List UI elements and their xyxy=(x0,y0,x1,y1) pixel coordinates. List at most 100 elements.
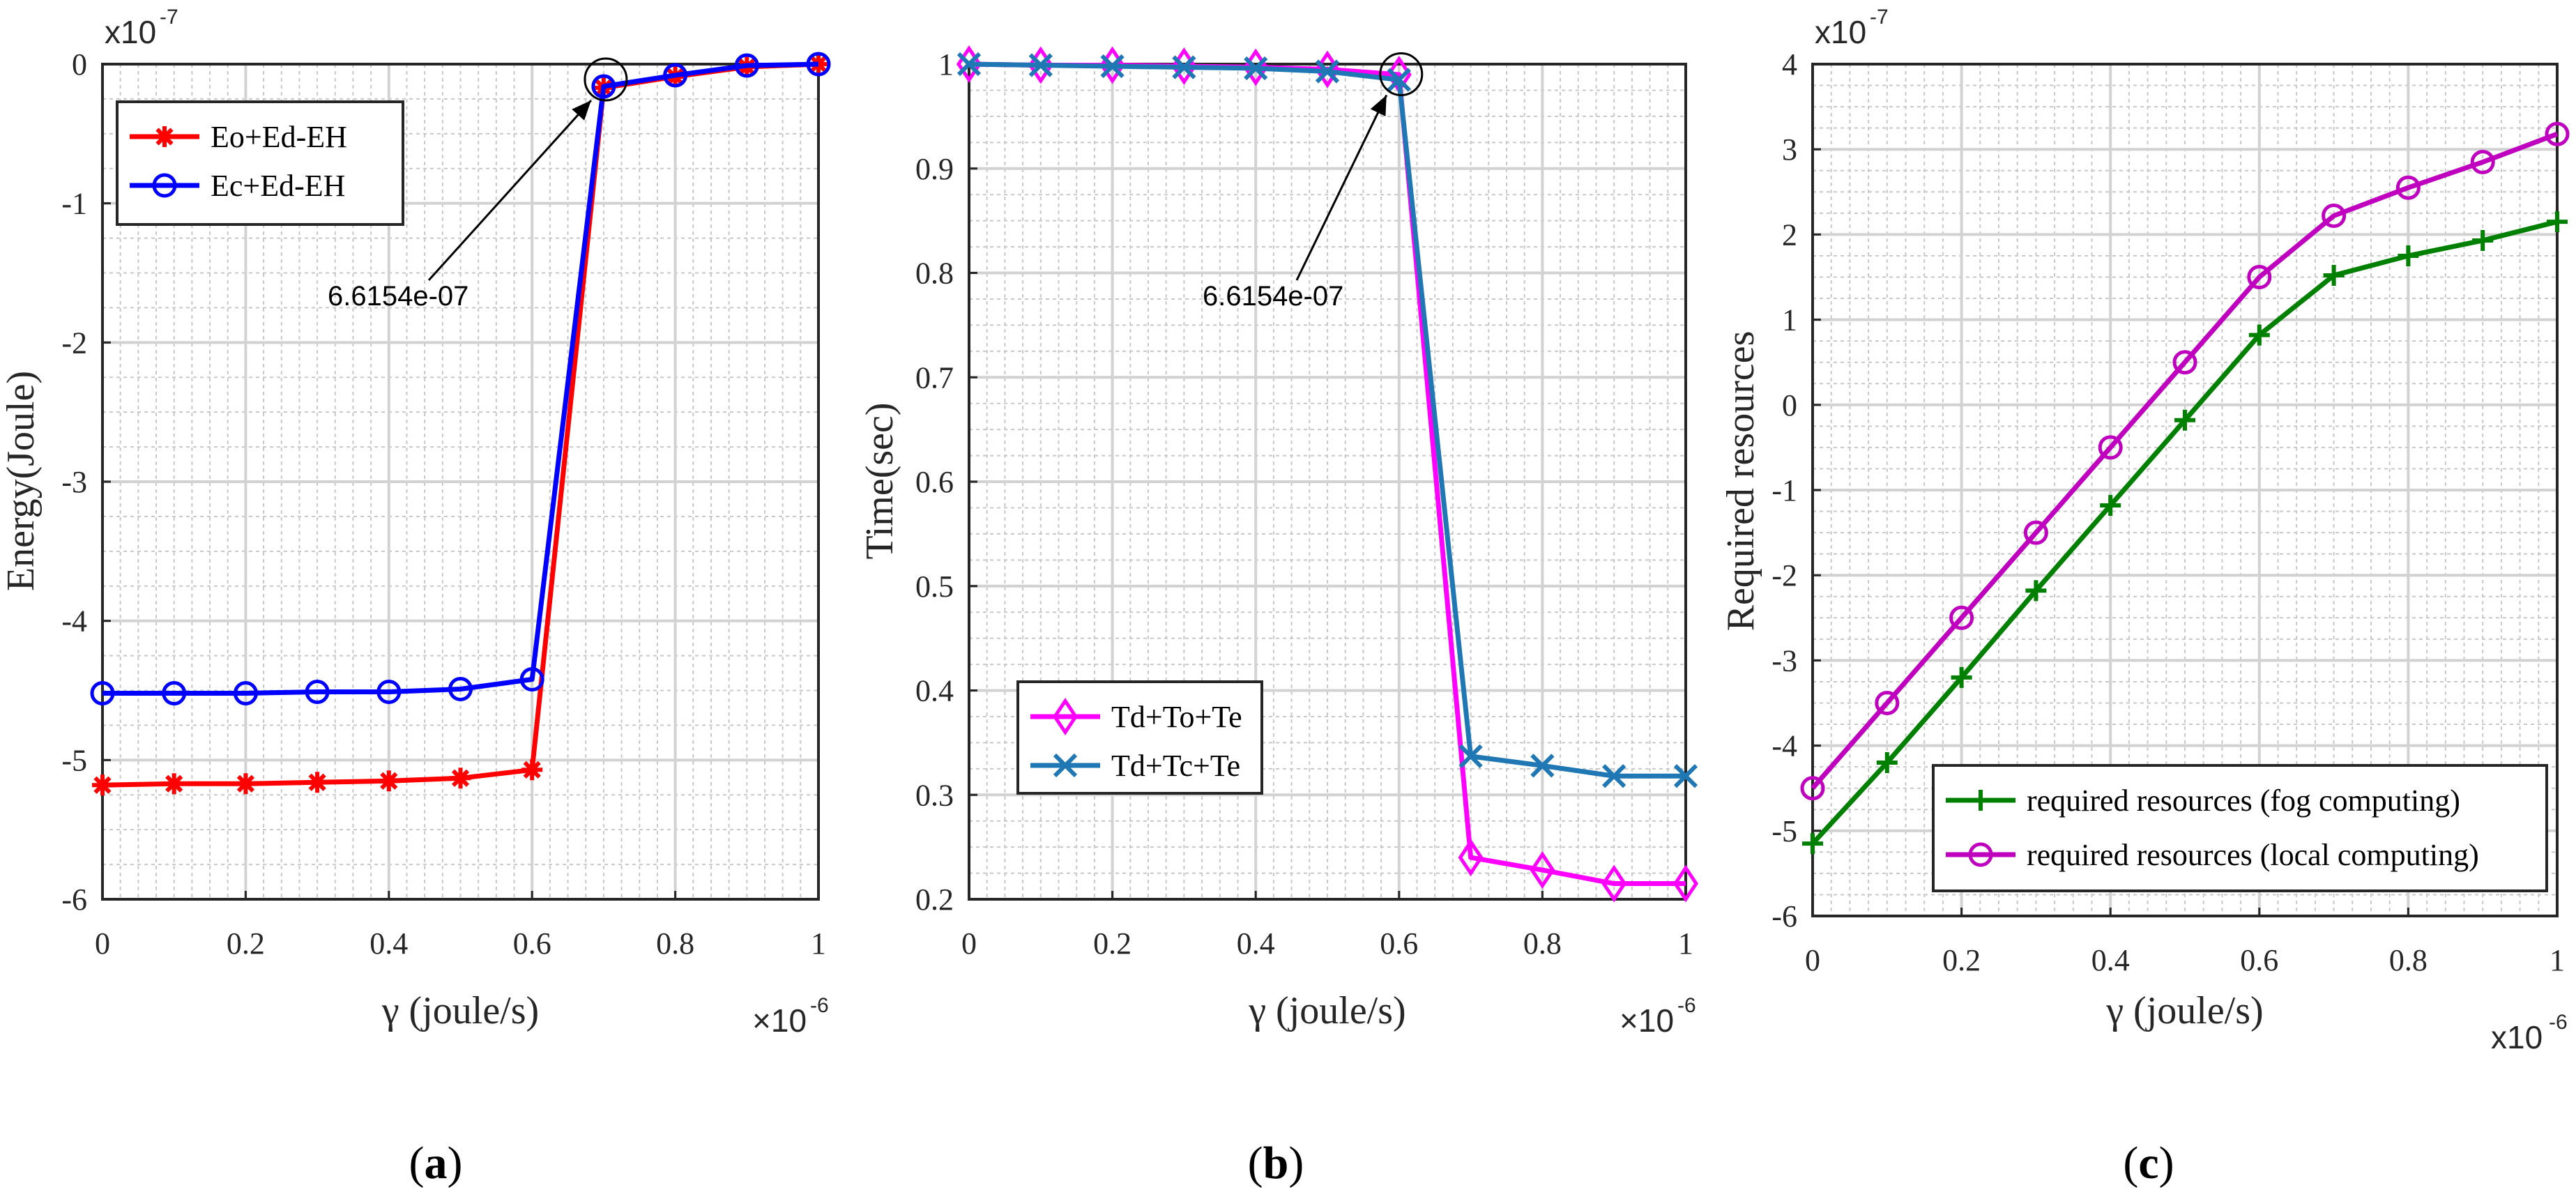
annotation: 6.6154e-07 xyxy=(1203,52,1424,312)
panel-caption: (a) xyxy=(409,1138,463,1189)
x-multiplier: x10 xyxy=(2491,1019,2543,1055)
y-tick-label: 0.3 xyxy=(915,778,954,812)
x-axis-label: γ (joule/s) xyxy=(2105,989,2263,1032)
x-tick-label: 0.2 xyxy=(1942,943,1981,977)
legend-box xyxy=(1932,764,2548,892)
x-tick-label: 0.8 xyxy=(2389,943,2428,977)
data-point-marker xyxy=(2322,204,2347,229)
data-point-marker xyxy=(1100,54,1125,79)
x-multiplier-exponent: -6 xyxy=(2549,1011,2568,1034)
data-point-marker xyxy=(2545,121,2570,146)
data-point-marker xyxy=(2472,229,2494,251)
legend-entry-label: Td+Tc+Te xyxy=(1111,749,1240,783)
data-point-marker xyxy=(1028,53,1053,77)
y-tick-label: 0 xyxy=(72,47,87,82)
x-tick-label: 0.4 xyxy=(1237,926,1275,961)
data-point-marker xyxy=(2172,350,2197,375)
y-multiplier-exponent: -7 xyxy=(1870,6,1889,29)
y-axis-label: Energy(Joule) xyxy=(0,371,43,591)
data-point-marker xyxy=(2323,265,2345,287)
y-tick-label: 0 xyxy=(1782,388,1797,422)
data-point-marker xyxy=(2025,580,2047,602)
data-point-marker xyxy=(163,773,185,795)
data-point-marker xyxy=(2547,211,2568,233)
annotation-arrow-line xyxy=(427,99,593,282)
legend: Td+To+Te Td+Tc+Te xyxy=(1016,680,1263,795)
data-point-marker xyxy=(1458,839,1484,877)
data-point-marker xyxy=(1673,764,1698,788)
annotation-circle xyxy=(584,57,628,102)
legend-swatch-marker xyxy=(154,126,175,147)
series-required-resources-local-computing- xyxy=(1800,121,2570,801)
y-tick-label: -2 xyxy=(61,326,87,360)
y-tick-label: 0.7 xyxy=(915,360,954,395)
y-multiplier: x10 xyxy=(105,14,156,50)
legend-swatch-marker xyxy=(1968,842,1993,867)
x-axis-label: γ (joule/s) xyxy=(381,989,539,1032)
data-point-marker xyxy=(957,52,982,77)
x-tick-label: 0.6 xyxy=(1380,926,1418,961)
data-point-marker xyxy=(2470,150,2495,175)
y-tick-label: -5 xyxy=(1771,814,1797,848)
legend: required resources (fog computing) requir… xyxy=(1932,764,2548,892)
data-point-marker xyxy=(2098,435,2123,460)
annotation-text: 6.6154e-07 xyxy=(328,281,468,312)
data-point-marker xyxy=(1951,666,1972,688)
x-tick-label: 1 xyxy=(2550,943,2565,977)
x-tick-label: 0.6 xyxy=(513,926,551,961)
x-axis-label: γ (joule/s) xyxy=(1248,989,1405,1032)
x-multiplier-exponent: -6 xyxy=(1677,994,1696,1017)
y-tick-label: -6 xyxy=(61,883,87,917)
y-tick-label: 0.5 xyxy=(915,570,954,604)
data-point-marker xyxy=(450,767,471,789)
y-tick-label: -2 xyxy=(1771,558,1797,593)
legend-swatch-marker xyxy=(1970,790,1991,811)
data-point-marker xyxy=(92,774,113,796)
data-point-marker xyxy=(448,677,473,702)
data-point-marker xyxy=(2174,409,2195,431)
legend-swatch-marker xyxy=(1052,697,1079,736)
data-point-marker xyxy=(2247,265,2272,289)
data-point-marker xyxy=(734,53,759,78)
legend-entry-label: Td+To+Te xyxy=(1111,700,1242,734)
y-tick-label: 0.9 xyxy=(915,152,954,186)
data-point-marker xyxy=(1172,55,1196,79)
data-point-marker xyxy=(307,772,328,793)
panel-caption: (c) xyxy=(2123,1138,2174,1189)
legend-swatch-marker xyxy=(152,173,177,198)
y-multiplier: x10 xyxy=(1815,14,1866,50)
legend-entry-label: required resources (local computing) xyxy=(2027,838,2479,872)
data-point-marker xyxy=(2023,520,2048,545)
legend-box xyxy=(116,100,404,226)
x-tick-label: 1 xyxy=(1678,926,1693,961)
data-point-marker xyxy=(2398,245,2419,266)
y-tick-label: -3 xyxy=(61,465,87,499)
series-line xyxy=(102,61,819,696)
data-point-marker xyxy=(90,680,115,705)
legend-entry-label: Eo+Ed-EH xyxy=(211,120,347,154)
legend: Eo+Ed-EH Ec+Ed-EH xyxy=(116,100,404,226)
data-point-marker xyxy=(305,679,330,704)
data-point-marker xyxy=(1800,776,1825,801)
data-point-marker xyxy=(1530,754,1555,778)
legend-entry-label: Ec+Ed-EH xyxy=(211,169,345,203)
x-tick-label: 0 xyxy=(95,926,110,961)
series-line xyxy=(1811,131,2559,791)
data-point-marker xyxy=(663,63,688,88)
y-tick-label: 4 xyxy=(1782,47,1797,82)
y-tick-label: 0.6 xyxy=(915,465,954,499)
y-tick-label: 0.8 xyxy=(915,257,954,291)
data-point-marker xyxy=(376,679,402,704)
annotation-circle xyxy=(1379,52,1424,96)
series-td-tc-te xyxy=(957,52,1698,788)
y-tick-label: -3 xyxy=(1771,643,1797,678)
annotation-text: 6.6154e-07 xyxy=(1203,281,1343,312)
data-point-marker xyxy=(1244,56,1268,81)
y-tick-label: -6 xyxy=(1771,899,1797,933)
x-tick-label: 1 xyxy=(811,926,826,961)
y-axis-label: Required resources xyxy=(1719,331,1762,632)
legend-swatch-marker xyxy=(1053,753,1078,778)
annotation: 6.6154e-07 xyxy=(328,57,628,312)
